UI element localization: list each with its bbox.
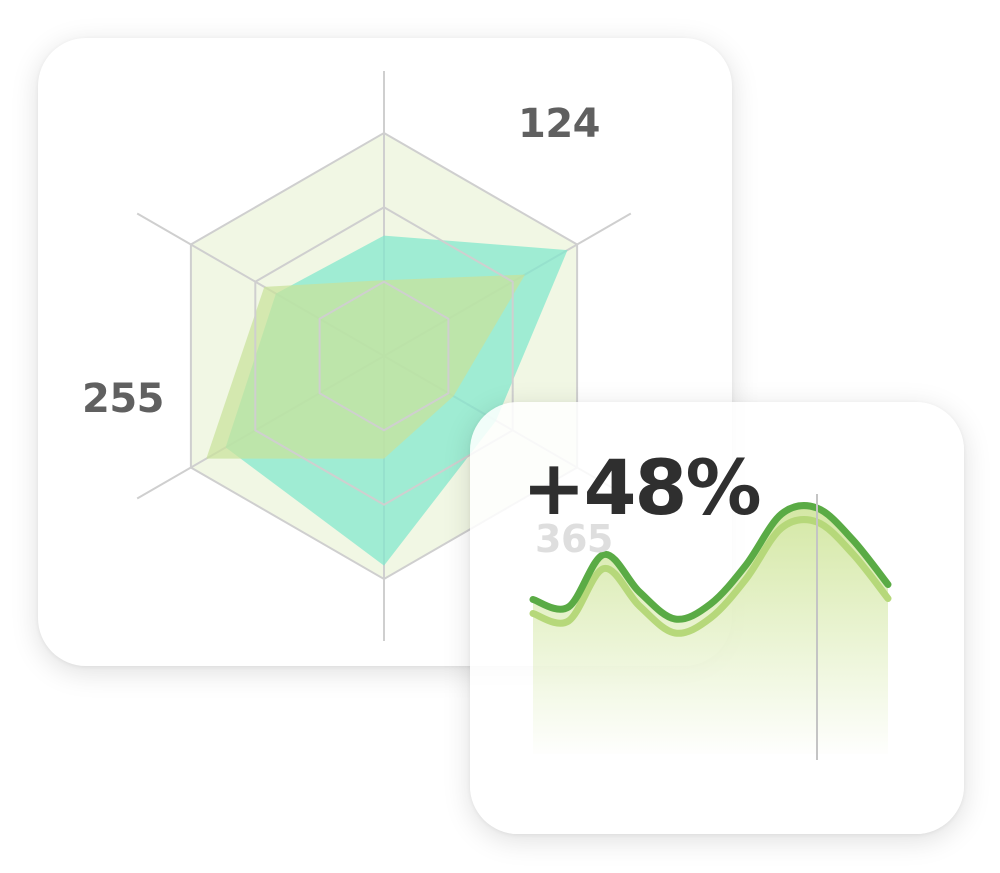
trend-area-chart: [529, 494, 892, 760]
percent-change: +48%: [522, 443, 762, 532]
trend-line-primary: [529, 502, 892, 623]
trend-chart-card: 365 +48%: [470, 402, 964, 834]
radar-ring-3: [189, 131, 579, 581]
radar-label-top-right: 124: [518, 101, 601, 147]
radar-ring-1: [318, 280, 450, 432]
trend-line-secondary: [529, 516, 892, 637]
radar-ring-2: [254, 206, 514, 506]
radar-label-left: 255: [82, 376, 165, 422]
trend-area: [533, 505, 888, 754]
radar-label-bottom-right: 365: [535, 517, 613, 561]
radar-series-2: [206, 274, 526, 459]
